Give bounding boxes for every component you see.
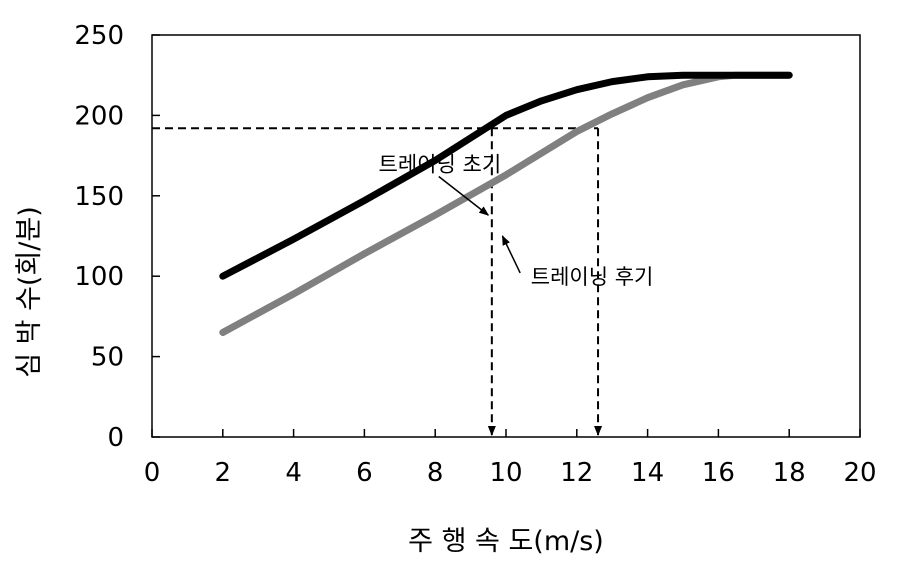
y-tick-label: 0	[107, 423, 124, 453]
y-axis-ticks: 0 50 100 150 200 250	[74, 21, 160, 453]
x-tick-label: 18	[773, 458, 806, 488]
y-tick-label: 200	[74, 101, 124, 131]
y-axis-label: 심 박 수(회/분)	[14, 206, 45, 378]
y-tick-label: 50	[91, 343, 124, 373]
plot-area	[151, 34, 861, 438]
x-tick-label: 20	[843, 458, 876, 488]
y-tick-label: 150	[74, 182, 124, 212]
annotation-label: 트레이닝 초기	[379, 153, 502, 177]
annotation-arrow	[501, 235, 521, 274]
x-tick-label: 14	[631, 458, 664, 488]
x-tick-label: 2	[215, 458, 232, 488]
annotation-label: 트레이닝 후기	[531, 265, 654, 289]
x-tick-label: 4	[285, 458, 302, 488]
y-tick-label: 100	[74, 262, 124, 292]
y-tick-label: 250	[74, 21, 124, 51]
x-tick-label: 16	[702, 458, 735, 488]
x-tick-label: 12	[560, 458, 593, 488]
series-layer	[219, 71, 793, 336]
reference-lines	[152, 127, 603, 436]
annotation-arrow	[438, 175, 490, 216]
x-tick-label: 10	[489, 458, 522, 488]
series-line-early	[219, 71, 793, 280]
x-tick-label: 8	[427, 458, 444, 488]
x-axis-ticks: 0 2 4 6 8 10 12 14 16 18 20	[144, 429, 877, 488]
x-tick-label: 0	[144, 458, 161, 488]
x-axis-label: 주 행 속 도(m/s)	[408, 526, 604, 557]
x-tick-label: 6	[356, 458, 373, 488]
